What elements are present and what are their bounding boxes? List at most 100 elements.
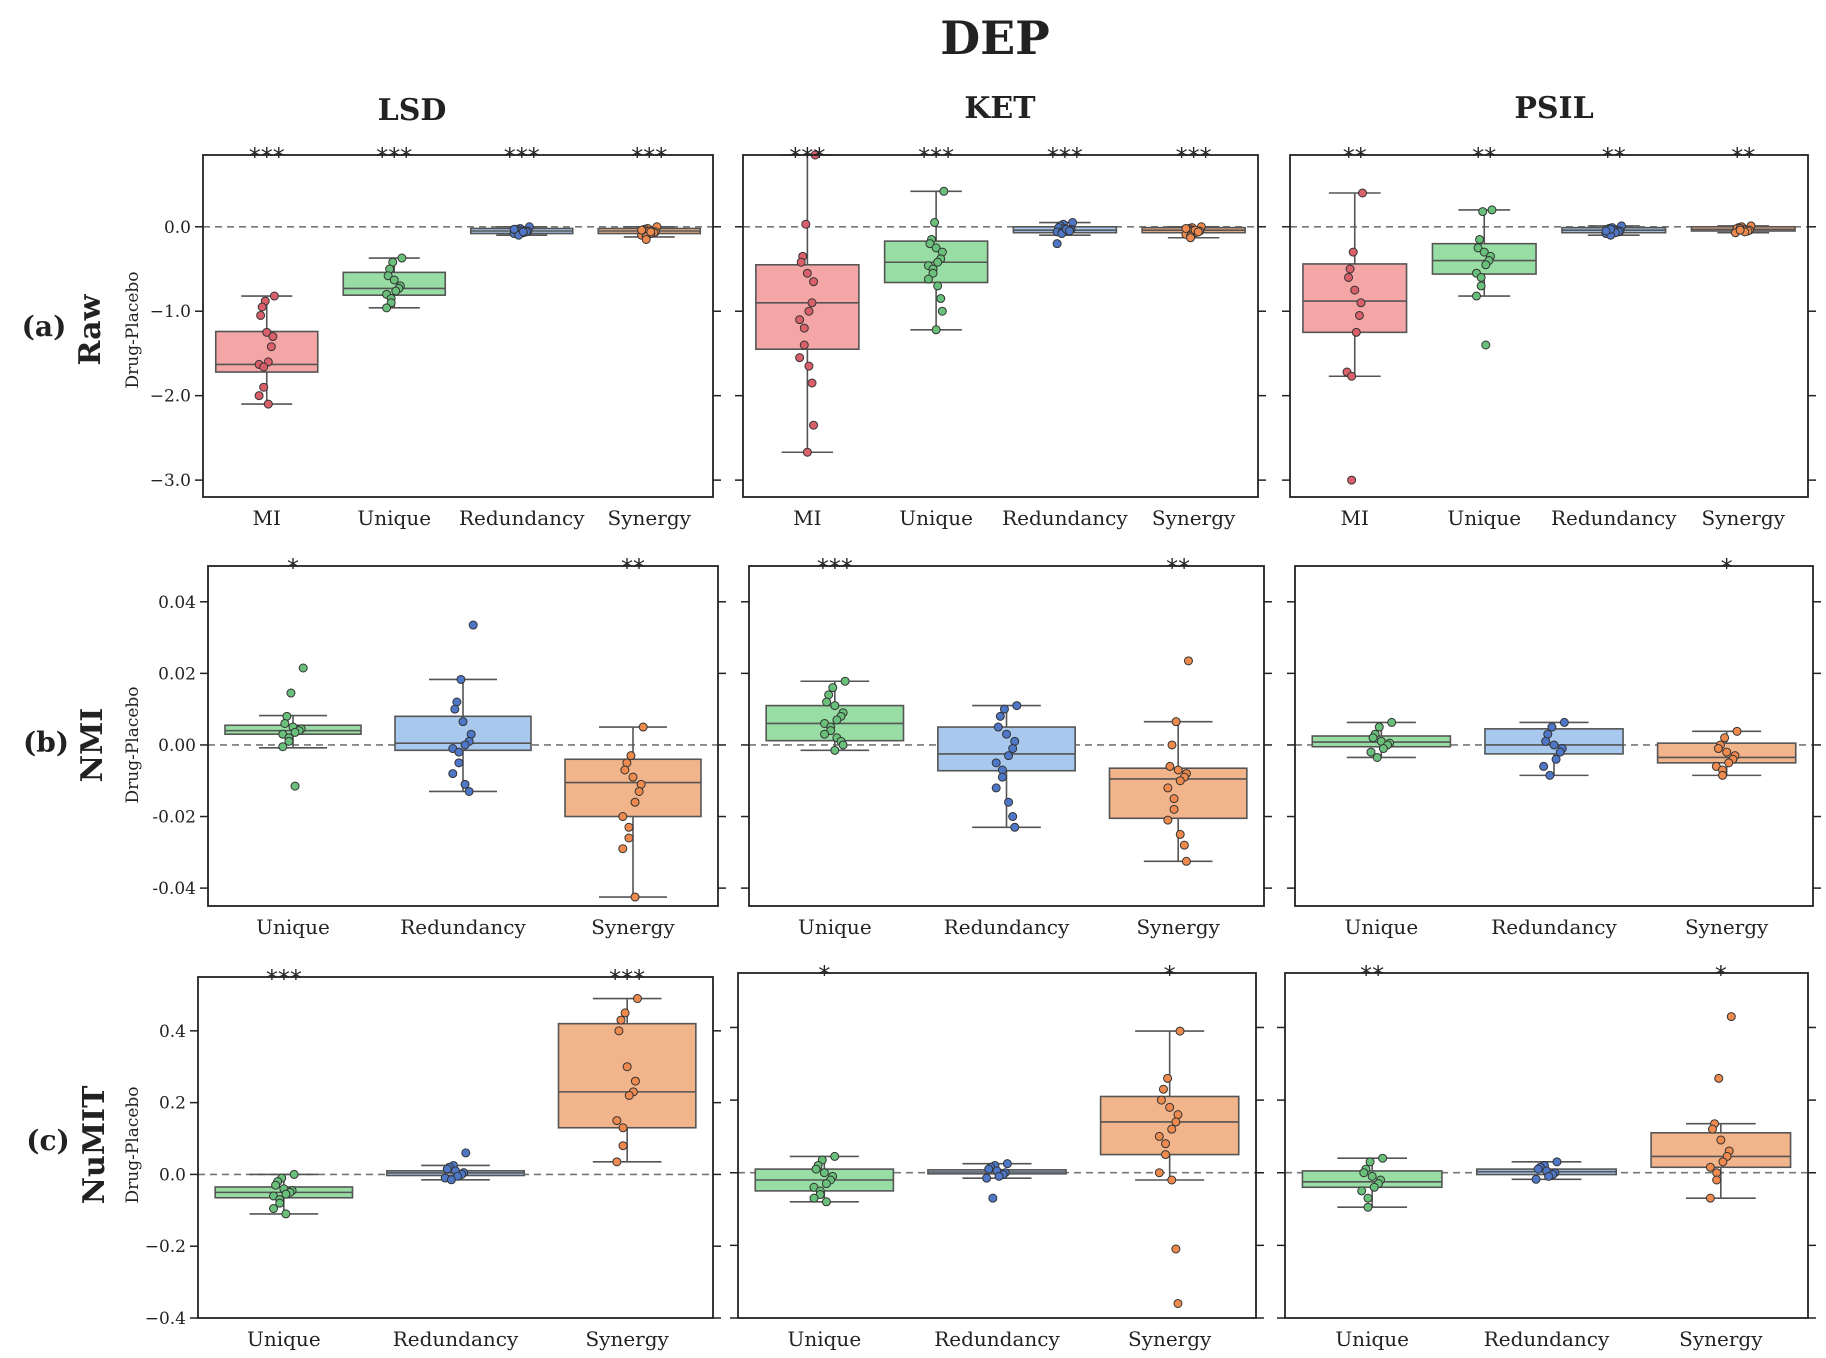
data-point xyxy=(278,742,288,752)
data-point xyxy=(1471,291,1481,301)
significance-marker: *** xyxy=(376,143,412,171)
data-point xyxy=(796,257,806,267)
data-point xyxy=(509,224,519,234)
data-point xyxy=(820,729,830,739)
y-tick-label: -0.04 xyxy=(152,879,196,899)
data-point xyxy=(795,315,805,325)
panel-frame xyxy=(207,565,719,907)
data-point xyxy=(1004,751,1014,761)
data-point xyxy=(1156,1095,1166,1105)
data-point xyxy=(450,704,460,714)
x-tick-label-mi: MI xyxy=(793,506,821,530)
x-tick-label-synergy: Synergy xyxy=(1152,506,1236,530)
data-point xyxy=(454,758,464,768)
y-tick-label: −0.4 xyxy=(145,1309,186,1329)
data-point xyxy=(819,1168,829,1178)
data-point xyxy=(1374,722,1384,732)
data-point xyxy=(930,218,940,228)
data-point xyxy=(1165,761,1175,771)
data-point xyxy=(1169,794,1179,804)
x-tick-label-redundancy: Redundancy xyxy=(934,1327,1060,1351)
data-point xyxy=(612,1116,622,1126)
data-point xyxy=(1175,776,1185,786)
x-tick-label-redundancy: Redundancy xyxy=(1551,506,1677,530)
x-tick-label-redundancy: Redundancy xyxy=(1491,915,1617,939)
data-point xyxy=(618,1141,628,1151)
data-point xyxy=(454,747,464,757)
significance-marker: *** xyxy=(249,143,285,171)
significance-marker: ** xyxy=(1731,143,1755,171)
data-point xyxy=(1161,1150,1171,1160)
data-point xyxy=(1163,815,1173,825)
y-tick-label: 0.0 xyxy=(164,218,191,238)
panel-r2-c0: 0.4 0.2 0.0 −0.2 −0.4 Unique *** Redundancy Syne… xyxy=(145,965,721,1351)
panel-frame xyxy=(197,976,714,1319)
significance-marker: *** xyxy=(631,143,667,171)
y-tick-label: −2.0 xyxy=(150,387,191,407)
data-point xyxy=(289,1169,299,1179)
y-axis-label-row-a: Drug-Placebo xyxy=(123,271,143,388)
data-point xyxy=(830,701,840,711)
y-tick-label: 0.00 xyxy=(158,736,196,756)
y-axis-label-row-b: Drug-Placebo xyxy=(123,686,143,803)
data-point xyxy=(933,257,943,267)
data-point xyxy=(383,271,393,281)
x-tick-label-redundancy: Redundancy xyxy=(944,915,1070,939)
data-point xyxy=(1478,207,1488,217)
row-label-raw: Raw xyxy=(73,293,108,365)
data-point xyxy=(1707,1124,1717,1134)
significance-marker: *** xyxy=(504,143,540,171)
data-point xyxy=(1012,701,1022,711)
data-point xyxy=(1004,797,1014,807)
data-point xyxy=(624,822,634,832)
significance-marker: * xyxy=(287,554,299,582)
data-point xyxy=(1479,247,1489,257)
y-tick-label: −3.0 xyxy=(150,471,191,491)
data-point xyxy=(271,1180,281,1190)
data-point xyxy=(1010,822,1020,832)
data-point xyxy=(391,286,401,296)
y-tick-label: 0.2 xyxy=(159,1094,186,1114)
data-point xyxy=(1545,770,1555,780)
data-point xyxy=(982,1173,992,1183)
data-point xyxy=(830,1151,840,1161)
data-point xyxy=(1541,736,1551,746)
data-point xyxy=(988,1193,998,1203)
data-point xyxy=(1359,1168,1369,1178)
data-point xyxy=(1357,1186,1367,1196)
data-point xyxy=(1722,747,1732,757)
data-point xyxy=(1158,1084,1168,1094)
data-point xyxy=(1378,744,1388,754)
panel-frame xyxy=(202,154,714,498)
data-point xyxy=(1365,1157,1375,1167)
data-point xyxy=(993,722,1003,732)
column-title-lsd: LSD xyxy=(378,93,447,128)
data-point xyxy=(1372,752,1382,762)
data-point xyxy=(1547,722,1557,732)
data-point xyxy=(1163,783,1173,793)
box-redundancy xyxy=(1484,728,1624,755)
data-point xyxy=(832,715,842,725)
data-point xyxy=(1171,717,1181,727)
data-point xyxy=(821,1179,831,1189)
significance-marker: *** xyxy=(817,554,853,582)
data-point xyxy=(628,772,638,782)
data-point xyxy=(626,751,636,761)
data-point xyxy=(630,892,640,902)
data-point xyxy=(1716,1135,1726,1145)
data-point xyxy=(281,1189,291,1199)
data-point xyxy=(1724,758,1734,768)
x-tick-label-redundancy: Redundancy xyxy=(393,1327,519,1351)
data-point xyxy=(1181,856,1191,866)
x-tick-label-synergy: Synergy xyxy=(1136,915,1220,939)
data-point xyxy=(618,844,628,854)
data-point xyxy=(1539,761,1549,771)
data-point xyxy=(1473,243,1483,253)
data-point xyxy=(614,1026,624,1036)
data-point xyxy=(821,1197,831,1207)
data-point xyxy=(928,268,938,278)
data-point xyxy=(620,765,630,775)
data-point xyxy=(641,234,651,244)
data-point xyxy=(262,327,272,337)
